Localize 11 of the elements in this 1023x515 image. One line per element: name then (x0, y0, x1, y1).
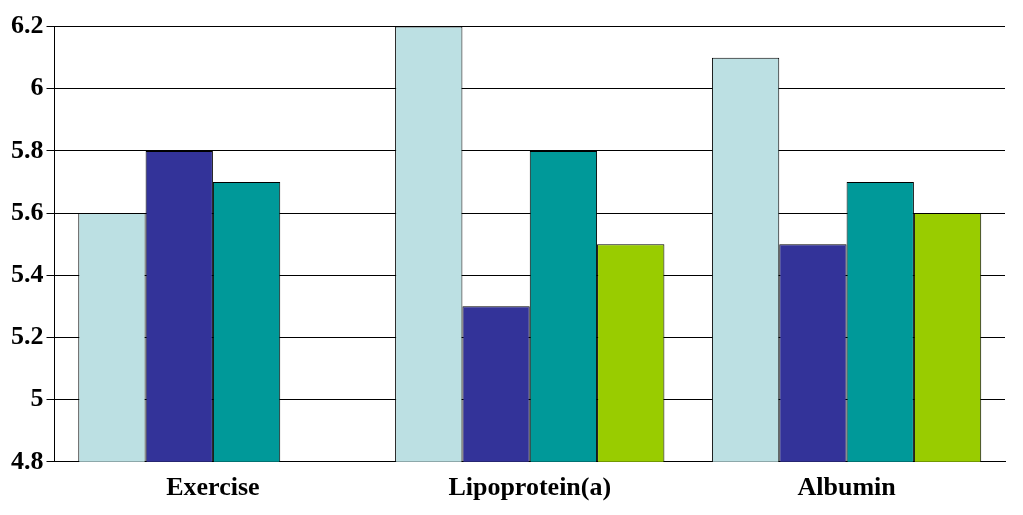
x-tick-label: Exercise (166, 472, 260, 502)
y-tick-label: 5.6 (11, 196, 44, 226)
x-tick-label: Lipoprotein(a) (448, 472, 612, 502)
y-tick-label: 5.2 (11, 321, 44, 351)
x-tick-label: Albumin (797, 472, 897, 502)
y-tick-label: 4.8 (11, 445, 44, 475)
y-tick-label: 6.2 (11, 10, 44, 40)
y-tick-label: 6 (30, 72, 44, 102)
y-tick-label: 5.4 (11, 259, 44, 288)
y-tick-label: 5 (30, 383, 44, 413)
y-tick-label: 5.8 (11, 134, 44, 164)
